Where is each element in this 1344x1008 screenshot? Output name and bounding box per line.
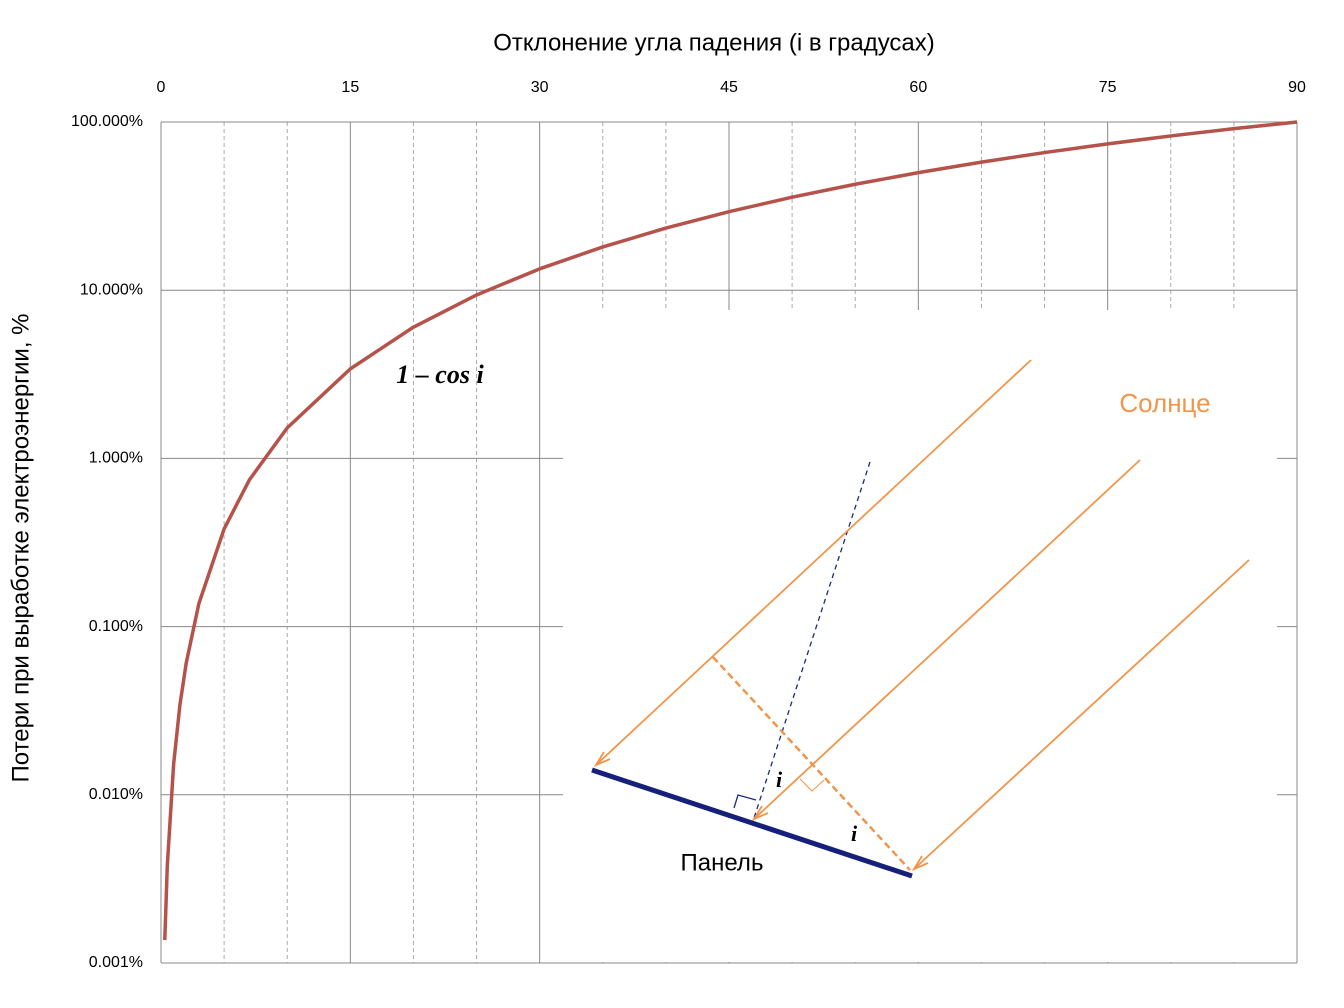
sun-label: Солнце [1119,388,1210,418]
y-axis-label: Потери при выработке электроэнергии, % [7,314,34,783]
inset-background [563,310,1277,962]
arrowhead [751,805,769,821]
right-angle [733,794,757,809]
chart-title: Отклонение угла падения (i в градусах) [493,29,935,56]
inset-diagram: Солнце Панель i i [563,310,1277,962]
x-tick-label: 75 [1099,79,1117,96]
y-tick-label: 10.000% [80,281,143,298]
x-tick-label: 60 [909,79,927,96]
y-tick-label: 0.001% [89,954,143,971]
ray [595,359,1032,766]
x-tick-label: 15 [341,79,359,96]
curve [163,120,1298,941]
ray [753,459,1141,820]
x-tick-label: 90 [1288,79,1306,96]
angle-label: i [776,767,783,792]
arrowhead [911,855,929,871]
panel [591,767,913,879]
sun-rays [593,359,1250,871]
x-tick-label: 30 [531,79,549,96]
x-tick-label: 0 [157,79,166,96]
right-angle [799,778,825,792]
y-tick-label: 0.100% [89,618,143,635]
y-tick-label: 0.010% [89,786,143,803]
y-tick-label: 100.000% [71,113,143,130]
x-tick-label: 45 [720,79,738,96]
curve-annotation: 1 – cos i [396,360,484,389]
ray [913,559,1250,870]
wavefront [712,656,911,871]
panel-label: Панель [681,849,764,876]
arrowhead [593,751,611,767]
y-tick-label: 1.000% [89,450,143,467]
angle-label: i [851,821,858,846]
